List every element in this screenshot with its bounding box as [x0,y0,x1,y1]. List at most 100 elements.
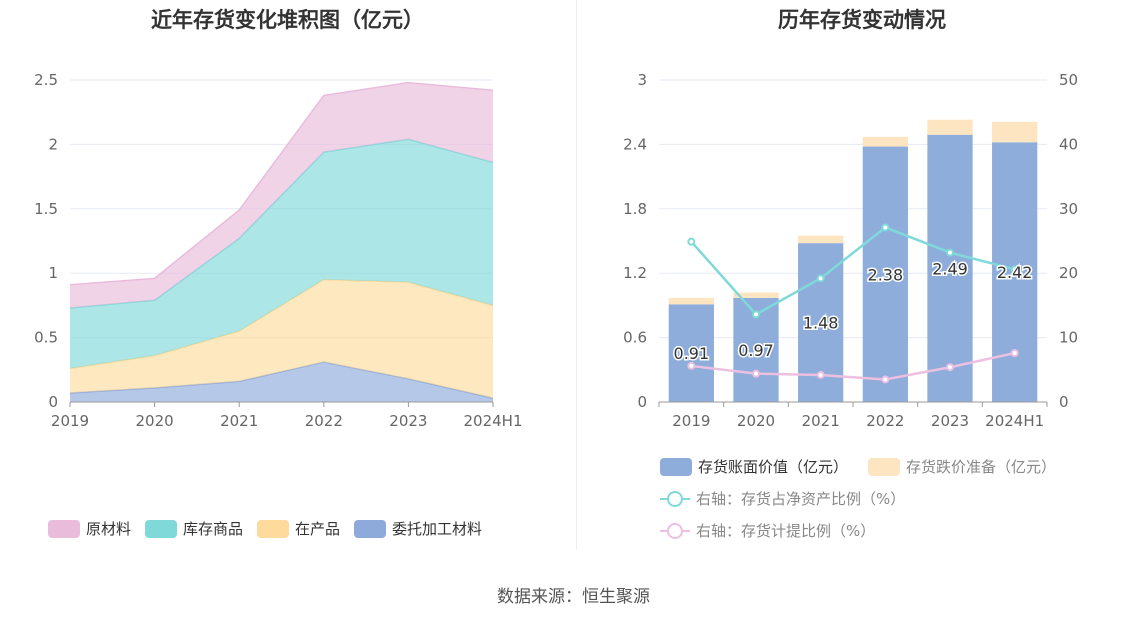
line-point-1 [752,369,760,378]
y-left-tick-label: 0 [637,393,647,411]
bar-data-label: 2.49 [932,259,968,278]
legend-label-impairment: 存货跌价准备（亿元） [906,458,1057,476]
legend-item-book-value[interactable]: 存货账面价值（亿元） [660,456,848,477]
legend-label-net-asset-ratio: 右轴：存货占净资产比例（%） [696,490,906,508]
line-point-1 [687,361,696,370]
line-point-0 [946,248,954,257]
legend-swatch-finished-goods [145,519,178,538]
y-right-tick-label: 40 [1059,135,1078,153]
legend-item-consigned[interactable]: 委托加工材料 [354,518,482,539]
area-edge-3 [69,81,494,286]
y-right-tick-label: 50 [1059,71,1078,89]
y-left-tick-label: 0.6 [623,329,647,347]
legend-swatch-net-asset-ratio [660,490,690,508]
panel-divider [576,0,577,550]
bar-series-1 [992,121,1038,143]
legend-swatch-raw-materials [48,519,80,538]
bar-series-0 [927,134,973,403]
bar-data-label: 2.38 [868,265,904,284]
y-left-tick-label: 1.8 [623,200,647,218]
line-point-1 [1010,349,1019,358]
y-left-tick-label: 3 [637,71,647,89]
x-tick-label: 2021 [220,412,258,430]
y-tick-label: 1 [48,264,58,282]
legend-swatch-impairment [868,457,901,476]
left-stacked-area-chart: 0 0.5 1 1.5 2 2.5 2019 2020 2021 2022 2023 2024H1 [34,71,523,430]
area-series-2 [70,139,493,369]
x-tick-label: 2020 [136,412,174,430]
legend-item-net-asset-ratio[interactable]: 右轴：存货占净资产比例（%） [660,488,905,509]
legend-swatch-provision-ratio [660,522,690,540]
bar-series-0 [668,304,714,402]
right-legend-row-2: 右轴：存货占净资产比例（%） [660,488,919,509]
legend-label-raw-materials: 原材料 [86,520,132,538]
y-right-tick-label: 20 [1059,264,1078,282]
right-legend-row-1: 存货账面价值（亿元） 存货跌价准备（亿元） [660,456,1070,477]
line-point-0 [687,237,696,246]
line-series-1 [691,351,1015,381]
area-series-3 [70,82,493,308]
legend-swatch-book-value [660,457,692,476]
y-tick-label: 0 [48,393,58,411]
bar-series-1 [733,292,779,298]
x-tick-label: 2019 [51,412,89,430]
legend-label-wip: 在产品 [295,520,341,538]
right-chart-title: 历年存货变动情况 [778,8,946,32]
bar-data-label: 2.42 [997,263,1033,282]
bar-data-label: 0.91 [674,344,710,363]
x-tick-label: 2023 [389,412,427,430]
bar-series-1 [927,119,973,135]
legend-item-provision-ratio[interactable]: 右轴：存货计提比例（%） [660,520,875,541]
legend-label-provision-ratio: 右轴：存货计提比例（%） [696,522,876,540]
x-tick-label: 2024H1 [464,412,523,430]
right-chart-panel: 历年存货变动情况 0 0.6 1.2 1.8 2.4 3 0 10 20 30 40 50 2019 20… [577,0,1147,550]
line-point-0 [752,310,760,319]
line-series-0 [690,226,1015,316]
y-right-tick-label: 30 [1059,200,1078,218]
y-tick-label: 0.5 [34,329,58,347]
legend-swatch-consigned [354,519,387,538]
legend-swatch-wip [257,519,290,538]
x-tick-label: 2021 [802,412,840,430]
x-tick-label: 2020 [737,412,775,430]
y-left-tick-label: 2.4 [623,135,647,153]
y-right-tick-label: 10 [1059,329,1078,347]
legend-label-consigned: 委托加工材料 [392,520,483,538]
y-tick-label: 2 [48,135,58,153]
left-legend: 原材料 库存商品 在产品 委托加工材料 [48,518,496,539]
line-point-1 [881,375,890,384]
legend-item-wip[interactable]: 在产品 [257,518,340,539]
right-legend-row-3: 右轴：存货计提比例（%） [660,520,889,541]
x-tick-label: 2023 [931,412,969,430]
x-tick-label: 2022 [866,412,904,430]
line-point-0 [1010,265,1019,274]
bar-series-0 [862,146,908,402]
x-tick-label: 2022 [305,412,343,430]
bar-data-label: 1.48 [803,314,839,333]
x-tick-label: 2019 [672,412,710,430]
bar-data-label: 0.97 [738,341,774,360]
bar-series-1 [798,235,844,244]
left-chart-panel: 近年存货变化堆积图（亿元） 0 0.5 1 1.5 2 2.5 2019 2020 2021 20… [0,0,575,550]
data-source-note: 数据来源：恒生聚源 [497,587,650,607]
y-right-tick-label: 0 [1059,393,1069,411]
y-tick-label: 2.5 [34,71,58,89]
y-left-tick-label: 1.2 [623,264,647,282]
legend-item-raw-materials[interactable]: 原材料 [48,518,131,539]
y-tick-label: 1.5 [34,200,58,218]
legend-label-finished-goods: 库存商品 [183,520,244,538]
line-point-0 [816,274,825,283]
legend-item-impairment[interactable]: 存货跌价准备（亿元） [868,456,1056,477]
bar-series-1 [668,297,714,305]
line-point-0 [881,223,890,232]
legend-item-finished-goods[interactable]: 库存商品 [145,518,243,539]
legend-label-book-value: 存货账面价值（亿元） [698,458,849,476]
line-point-1 [946,363,954,372]
bar-series-1 [862,136,908,147]
x-tick-label: 2024H1 [985,412,1044,430]
area-series-0 [70,362,493,402]
line-point-1 [816,370,825,379]
left-chart-title: 近年存货变化堆积图（亿元） [151,8,424,32]
area-edge-0 [69,361,494,399]
